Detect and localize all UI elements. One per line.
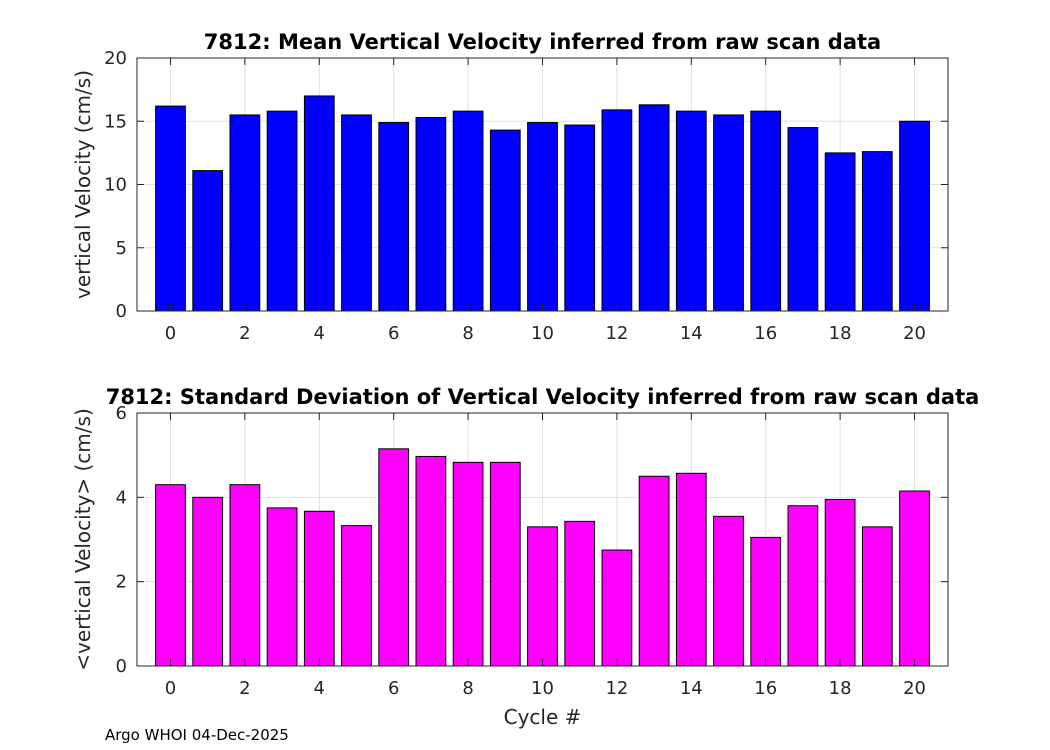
- bar: [564, 520, 596, 667]
- y-tick-label: 5: [116, 238, 127, 259]
- footer-credit: Argo WHOI 04-Dec-2025: [105, 726, 289, 744]
- bar: [601, 109, 633, 312]
- bar: [750, 110, 782, 312]
- bar: [675, 472, 707, 667]
- bar: [564, 124, 596, 312]
- bar: [303, 510, 335, 667]
- bar: [155, 105, 186, 312]
- bar: [750, 536, 782, 667]
- bar: [489, 129, 521, 312]
- bar: [787, 505, 819, 667]
- bar: [415, 455, 447, 667]
- x-tick-label: 16: [754, 323, 777, 344]
- bar: [452, 461, 484, 667]
- bar: [415, 116, 447, 312]
- y-tick-label: 4: [116, 487, 127, 508]
- x-tick-label: 2: [239, 678, 250, 699]
- bar: [229, 484, 261, 667]
- bar: [155, 484, 186, 667]
- x-tick-label: 4: [314, 323, 325, 344]
- bar: [192, 170, 224, 312]
- x-tick-label: 6: [388, 323, 399, 344]
- y-axis-label: vertical Velocity (cm/s): [71, 70, 95, 299]
- x-tick-label: 20: [903, 678, 926, 699]
- x-tick-label: 10: [531, 323, 554, 344]
- x-tick-label: 2: [239, 323, 250, 344]
- x-tick-label: 18: [829, 678, 852, 699]
- x-tick-label: 14: [680, 678, 703, 699]
- y-tick-label: 6: [116, 403, 127, 424]
- bar: [266, 507, 298, 667]
- bar: [787, 127, 819, 312]
- x-tick-label: 0: [165, 678, 176, 699]
- x-tick-label: 0: [165, 323, 176, 344]
- bar: [638, 104, 670, 312]
- bar: [861, 151, 893, 312]
- x-tick-label: 12: [605, 323, 628, 344]
- bar: [378, 448, 410, 667]
- bar: [452, 110, 484, 312]
- x-tick-label: 8: [462, 678, 473, 699]
- bar: [341, 525, 372, 667]
- bar: [489, 461, 521, 667]
- y-tick-label: 0: [116, 656, 127, 677]
- y-tick-label: 15: [104, 111, 127, 132]
- bar: [899, 490, 930, 667]
- y-tick-label: 20: [104, 48, 127, 69]
- bar: [527, 526, 558, 667]
- x-tick-label: 14: [680, 323, 703, 344]
- x-tick-label: 4: [314, 678, 325, 699]
- y-tick-label: 2: [116, 572, 127, 593]
- bar: [229, 114, 261, 312]
- x-tick-label: 12: [605, 678, 628, 699]
- bar: [675, 110, 707, 312]
- bar: [824, 498, 856, 667]
- bar: [899, 120, 930, 312]
- x-tick-label: 6: [388, 678, 399, 699]
- x-axis-label: Cycle #: [504, 705, 582, 729]
- y-axis-label: <vertical Velocity> (cm/s): [71, 408, 95, 671]
- bar: [861, 526, 893, 667]
- bar: [192, 496, 224, 667]
- x-tick-label: 20: [903, 323, 926, 344]
- bar: [713, 515, 744, 667]
- chart-mean: 0 2 4 6 8 10 12 14 16 18 20 0 5 10 15 20 7812: Mean Vert…: [71, 30, 949, 344]
- bar: [527, 122, 558, 312]
- bar: [266, 110, 298, 312]
- bar: [341, 114, 372, 312]
- chart-title: 7812: Standard Deviation of Vertical Vel…: [106, 385, 980, 409]
- bar: [824, 152, 856, 312]
- y-tick-label: 10: [104, 175, 127, 196]
- x-tick-label: 18: [829, 323, 852, 344]
- chart-title: 7812: Mean Vertical Velocity inferred fr…: [204, 30, 881, 54]
- bar: [713, 114, 744, 312]
- bar: [303, 95, 335, 312]
- x-tick-label: 10: [531, 678, 554, 699]
- x-tick-label: 8: [462, 323, 473, 344]
- y-tick-label: 0: [116, 301, 127, 322]
- bar: [601, 549, 633, 667]
- x-tick-label: 16: [754, 678, 777, 699]
- bar: [638, 475, 670, 667]
- bar: [378, 122, 410, 312]
